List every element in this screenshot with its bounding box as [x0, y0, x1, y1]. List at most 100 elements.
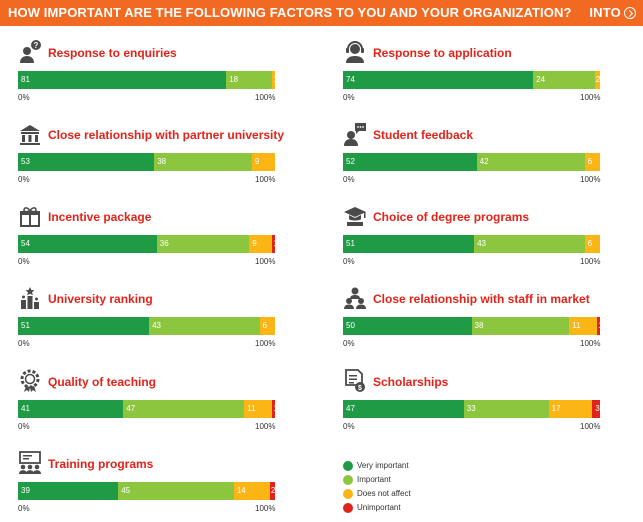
axis-min-label: 0% — [18, 504, 30, 513]
award-gear-icon — [18, 369, 42, 393]
bar-segment-does-not-affect: 17 — [548, 400, 593, 418]
axis-max-label: 100% — [255, 339, 276, 348]
bar-segment-does-not-affect: 6 — [584, 153, 600, 171]
chart-panel-title: University ranking — [48, 292, 153, 306]
bar-segment-important: 18 — [226, 71, 273, 89]
chart-panel-title: Close relationship with staff in market — [373, 292, 590, 306]
bar-segment-does-not-affect: 9 — [251, 153, 275, 171]
bar-segment-important: 42 — [476, 153, 585, 171]
legend-item-very-important: Very important — [343, 460, 523, 474]
axis-min-label: 0% — [18, 339, 30, 348]
stacked-bar: 543691 — [18, 235, 275, 253]
bar-segment-unimportant: 3 — [592, 400, 600, 418]
bar-segment-does-not-affect: 6 — [584, 235, 600, 253]
bar-segment-very-important: 52 — [343, 153, 477, 171]
graduation-cap-book-icon — [343, 204, 367, 228]
axis-max-label: 100% — [580, 93, 601, 102]
axis-min-label: 0% — [343, 175, 355, 184]
axis-min-label: 0% — [343, 257, 355, 266]
bar-segment-important: 43 — [474, 235, 585, 253]
stacked-bar: 47 33 17 3 — [343, 400, 600, 418]
chart-panel-title: Response to application — [373, 46, 512, 60]
bar-segment-important: 47 — [123, 400, 245, 418]
bar-segment-very-important: 51 — [343, 235, 475, 253]
axis-min-label: 0% — [343, 93, 355, 102]
svg-text:?: ? — [34, 41, 39, 50]
axis-min-label: 0% — [18, 257, 30, 266]
axis-max-label: 100% — [255, 504, 276, 513]
bar-segment-important: 24 — [533, 71, 595, 89]
bar-segment-unimportant: 1 — [272, 400, 275, 418]
axis-max-label: 100% — [255, 93, 276, 102]
chart-panel-header: Choice of degree programs — [343, 204, 643, 234]
ranking-stars-icon — [18, 286, 42, 310]
speech-bubble-person-icon — [343, 122, 367, 146]
stacked-bar: 39 45 14 2 — [18, 482, 275, 500]
legend: Very important Important Does not affect… — [343, 460, 523, 516]
chart-panel-title: Choice of degree programs — [373, 210, 530, 224]
stacked-bar: 51 43 6 — [18, 317, 275, 335]
bar-segment-does-not-affect: 9 — [249, 235, 273, 253]
logo: INTO — [589, 5, 636, 20]
axis-min-label: 0% — [343, 422, 355, 431]
bar-segment-important: 33 — [463, 400, 549, 418]
stacked-bar: 53 38 9 — [18, 153, 275, 171]
bar-segment-very-important: 81 — [18, 71, 227, 89]
bar-segment-important: 36 — [156, 235, 250, 253]
chart-title: HOW IMPORTANT ARE THE FOLLOWING FACTORS … — [8, 5, 572, 20]
bar-segment-very-important: 51 — [18, 317, 150, 335]
axis-min-label: 0% — [18, 175, 30, 184]
legend-dot-important — [343, 475, 353, 485]
stacked-bar: 74 24 2 — [343, 71, 600, 89]
bar-segment-does-not-affect: 11 — [244, 400, 273, 418]
legend-label: Important — [357, 475, 391, 484]
axis-max-label: 100% — [580, 257, 601, 266]
chart-panel-title: Response to enquiries — [48, 46, 177, 60]
into-logo-mark-icon — [624, 6, 636, 19]
chart-panel-header: Training programs — [18, 451, 318, 481]
bar-segment-unimportant: 1 — [597, 317, 600, 335]
chart-panel-title: Incentive package — [48, 210, 152, 224]
bar-segment-unimportant: 2 — [269, 482, 275, 500]
document-coin-icon: $ — [343, 369, 367, 393]
chart-panel-header: Incentive package — [18, 204, 318, 234]
bar-segment-very-important: 54 — [18, 235, 157, 253]
bar-segment-very-important: 50 — [343, 317, 472, 335]
chart-panel-title: Scholarships — [373, 375, 449, 389]
legend-dot-does-not-affect — [343, 489, 353, 499]
bar-segment-important: 45 — [118, 482, 234, 500]
legend-item-important: Important — [343, 474, 523, 488]
axis-max-label: 100% — [255, 257, 276, 266]
staff-group-icon — [343, 286, 367, 310]
legend-item-unimportant: Unimportant — [343, 502, 523, 516]
bar-segment-very-important: 39 — [18, 482, 119, 500]
bar-segment-does-not-affect: 6 — [259, 317, 275, 335]
bar-segment-important: 38 — [154, 153, 252, 171]
chart-panel-header: Close relationship with staff in market — [343, 286, 643, 316]
headset-person-icon — [343, 40, 367, 64]
stacked-bar: 5038111 — [343, 317, 600, 335]
header-banner: HOW IMPORTANT ARE THE FOLLOWING FACTORS … — [0, 0, 643, 26]
stacked-bar: 4147111 — [18, 400, 275, 418]
axis-min-label: 0% — [343, 339, 355, 348]
bar-segment-does-not-affect: 11 — [569, 317, 598, 335]
bar-segment-very-important: 41 — [18, 400, 124, 418]
bar-segment-very-important: 53 — [18, 153, 155, 171]
legend-label: Does not affect — [357, 489, 411, 498]
chart-panel-title: Close relationship with partner universi… — [48, 128, 285, 142]
chart-panel-title: Student feedback — [373, 128, 474, 142]
bar-segment-unimportant: 1 — [272, 235, 275, 253]
stacked-bar: 51 43 6 — [343, 235, 600, 253]
university-building-icon — [18, 122, 42, 146]
chart-panel-title: Training programs — [48, 457, 154, 471]
legend-label: Very important — [357, 461, 409, 470]
legend-dot-unimportant — [343, 503, 353, 513]
bar-segment-important: 43 — [149, 317, 260, 335]
bar-segment-does-not-affect: 14 — [233, 482, 270, 500]
bar-segment-very-important: 74 — [343, 71, 534, 89]
chart-panel-header: Response to application — [343, 40, 643, 70]
axis-min-label: 0% — [18, 422, 30, 431]
axis-max-label: 100% — [580, 175, 601, 184]
axis-min-label: 0% — [18, 93, 30, 102]
axis-max-label: 100% — [580, 422, 601, 431]
